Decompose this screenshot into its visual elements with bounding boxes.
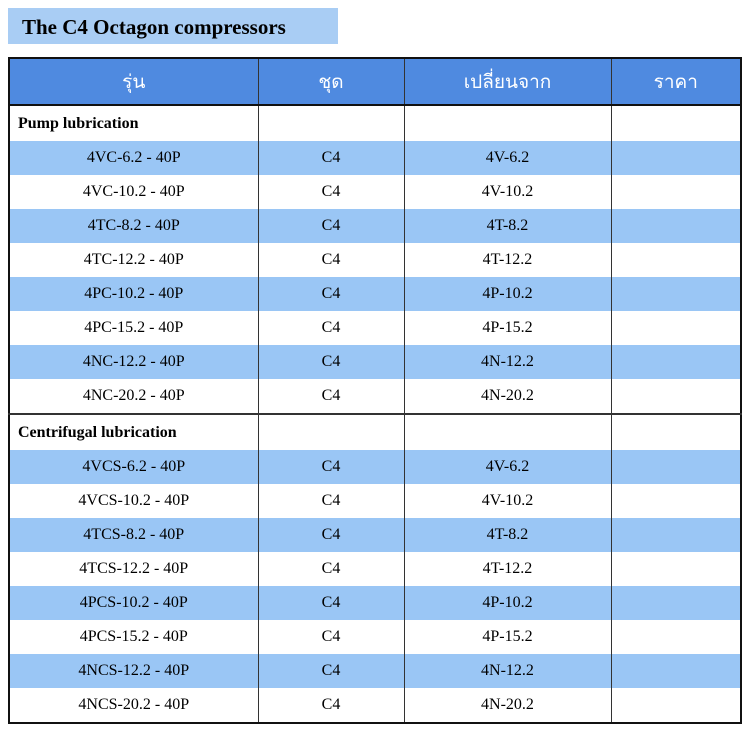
section-title: Centrifugal lubrication <box>8 413 259 450</box>
empty-cell <box>610 654 742 688</box>
empty-cell <box>610 311 742 345</box>
cell: 4PC-15.2 - 40P <box>8 311 259 345</box>
cell: C4 <box>257 484 405 518</box>
cell: 4VC-10.2 - 40P <box>8 175 259 209</box>
cell: 4TCS-12.2 - 40P <box>8 552 259 586</box>
section-row: Centrifugal lubrication <box>8 413 742 450</box>
cell: 4P-10.2 <box>403 586 612 620</box>
section-row: Pump lubrication <box>8 105 742 141</box>
column-header: รุ่น <box>8 58 259 106</box>
cell: 4PC-10.2 - 40P <box>8 277 259 311</box>
data-row: 4TCS-8.2 - 40P C4 4T-8.2 <box>8 518 742 552</box>
empty-cell <box>403 413 612 450</box>
data-row: 4NC-20.2 - 40P C4 4N-20.2 <box>8 379 742 414</box>
cell: 4T-8.2 <box>403 209 612 243</box>
empty-cell <box>257 105 405 141</box>
data-row: 4VCS-10.2 - 40P C4 4V-10.2 <box>8 484 742 518</box>
empty-cell <box>610 450 742 484</box>
cell: C4 <box>257 688 405 723</box>
cell: 4V-6.2 <box>403 141 612 175</box>
cell: 4V-6.2 <box>403 450 612 484</box>
empty-cell <box>610 345 742 379</box>
empty-cell <box>403 105 612 141</box>
cell: 4NC-20.2 - 40P <box>8 379 259 414</box>
cell: 4T-12.2 <box>403 552 612 586</box>
cell: 4VCS-6.2 - 40P <box>8 450 259 484</box>
data-row: 4PCS-10.2 - 40P C4 4P-10.2 <box>8 586 742 620</box>
empty-cell <box>610 413 742 450</box>
empty-cell <box>610 175 742 209</box>
empty-cell <box>257 413 405 450</box>
cell: 4N-12.2 <box>403 345 612 379</box>
empty-cell <box>610 518 742 552</box>
data-row: 4PC-15.2 - 40P C4 4P-15.2 <box>8 311 742 345</box>
cell: 4T-12.2 <box>403 243 612 277</box>
empty-cell <box>610 105 742 141</box>
cell: 4N-12.2 <box>403 654 612 688</box>
cell: C4 <box>257 654 405 688</box>
cell: C4 <box>257 552 405 586</box>
cell: 4NCS-20.2 - 40P <box>8 688 259 723</box>
empty-cell <box>610 379 742 414</box>
data-row: 4TCS-12.2 - 40P C4 4T-12.2 <box>8 552 742 586</box>
cell: C4 <box>257 175 405 209</box>
section-title: Pump lubrication <box>8 105 259 141</box>
empty-cell <box>610 243 742 277</box>
cell: 4VC-6.2 - 40P <box>8 141 259 175</box>
cell: C4 <box>257 379 405 414</box>
cell: C4 <box>257 311 405 345</box>
data-row: 4NCS-12.2 - 40P C4 4N-12.2 <box>8 654 742 688</box>
empty-cell <box>610 620 742 654</box>
data-row: 4PC-10.2 - 40P C4 4P-10.2 <box>8 277 742 311</box>
cell: C4 <box>257 243 405 277</box>
price-table: รุ่น ชุด เปลี่ยนจาก ราคา Pump lubrication 4V… <box>8 57 742 724</box>
cell: 4PCS-15.2 - 40P <box>8 620 259 654</box>
column-header: เปลี่ยนจาก <box>403 58 612 106</box>
cell: C4 <box>257 586 405 620</box>
cell: 4P-15.2 <box>403 311 612 345</box>
cell: C4 <box>257 209 405 243</box>
cell: C4 <box>257 141 405 175</box>
data-row: 4PCS-15.2 - 40P C4 4P-15.2 <box>8 620 742 654</box>
empty-cell <box>610 552 742 586</box>
cell: 4N-20.2 <box>403 688 612 723</box>
data-row: 4NC-12.2 - 40P C4 4N-12.2 <box>8 345 742 379</box>
cell: 4TCS-8.2 - 40P <box>8 518 259 552</box>
cell: 4PCS-10.2 - 40P <box>8 586 259 620</box>
cell: 4P-10.2 <box>403 277 612 311</box>
cell: 4TC-8.2 - 40P <box>8 209 259 243</box>
cell: 4NCS-12.2 - 40P <box>8 654 259 688</box>
table-body: Pump lubrication 4VC-6.2 - 40P C4 4V-6.2 4VC… <box>8 105 742 723</box>
cell: 4V-10.2 <box>403 484 612 518</box>
cell: C4 <box>257 277 405 311</box>
column-header: ชุด <box>257 58 405 106</box>
column-header: ราคา <box>610 58 742 106</box>
cell: C4 <box>257 620 405 654</box>
cell: 4V-10.2 <box>403 175 612 209</box>
cell: C4 <box>257 345 405 379</box>
cell: 4VCS-10.2 - 40P <box>8 484 259 518</box>
page-title: The C4 Octagon compressors <box>8 8 338 44</box>
header-row: รุ่น ชุด เปลี่ยนจาก ราคา <box>8 58 742 106</box>
empty-cell <box>610 277 742 311</box>
cell: C4 <box>257 518 405 552</box>
data-row: 4VC-10.2 - 40P C4 4V-10.2 <box>8 175 742 209</box>
data-row: 4TC-8.2 - 40P C4 4T-8.2 <box>8 209 742 243</box>
empty-cell <box>610 586 742 620</box>
empty-cell <box>610 484 742 518</box>
data-row: 4NCS-20.2 - 40P C4 4N-20.2 <box>8 688 742 723</box>
data-row: 4VCS-6.2 - 40P C4 4V-6.2 <box>8 450 742 484</box>
cell: 4NC-12.2 - 40P <box>8 345 259 379</box>
cell: 4P-15.2 <box>403 620 612 654</box>
cell: C4 <box>257 450 405 484</box>
data-row: 4VC-6.2 - 40P C4 4V-6.2 <box>8 141 742 175</box>
cell: 4N-20.2 <box>403 379 612 414</box>
empty-cell <box>610 209 742 243</box>
cell: 4T-8.2 <box>403 518 612 552</box>
empty-cell <box>610 141 742 175</box>
cell: 4TC-12.2 - 40P <box>8 243 259 277</box>
data-row: 4TC-12.2 - 40P C4 4T-12.2 <box>8 243 742 277</box>
empty-cell <box>610 688 742 723</box>
